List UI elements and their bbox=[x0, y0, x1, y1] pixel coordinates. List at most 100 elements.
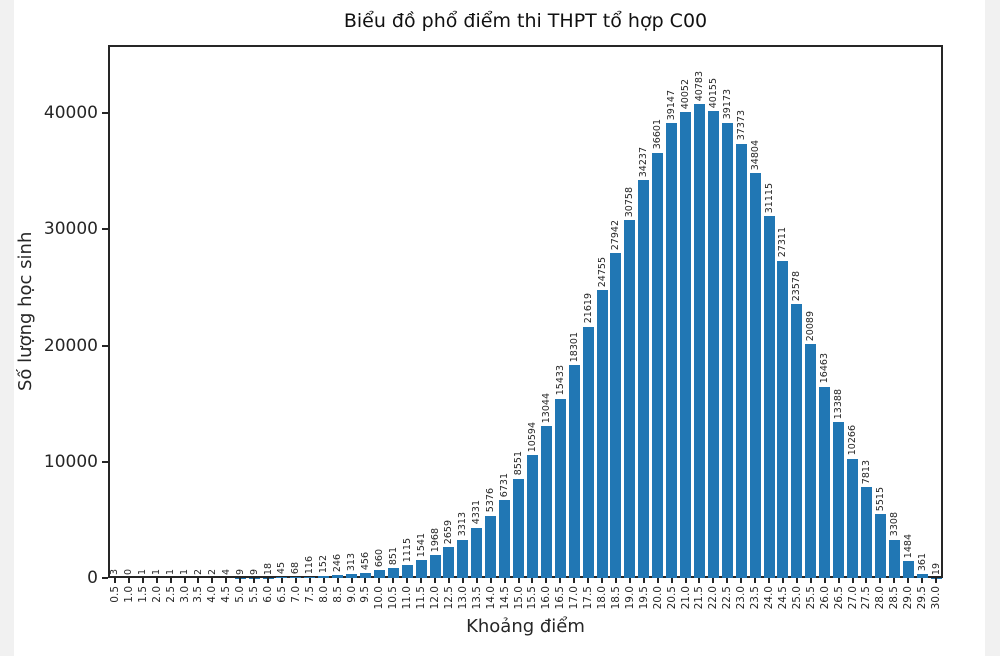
x-tick bbox=[795, 578, 798, 583]
bar-value-label: 39147 bbox=[666, 89, 678, 120]
x-tick bbox=[350, 578, 353, 583]
x-tick bbox=[280, 578, 283, 583]
x-tick bbox=[127, 578, 130, 583]
bar bbox=[540, 426, 552, 578]
bar-value-label: 15433 bbox=[554, 365, 566, 396]
x-tick bbox=[113, 578, 116, 583]
x-tick-label: 21.0 bbox=[679, 586, 692, 610]
x-tick bbox=[239, 578, 242, 583]
bar-value-label: 16463 bbox=[819, 353, 831, 384]
bar bbox=[916, 573, 928, 578]
bar bbox=[763, 216, 775, 578]
bar-value-label: 246 bbox=[332, 554, 344, 573]
bar bbox=[304, 576, 316, 578]
x-tick-label: 27.0 bbox=[846, 586, 859, 610]
x-tick-label: 23.0 bbox=[735, 586, 748, 610]
x-tick-label: 12.0 bbox=[429, 586, 442, 610]
x-tick bbox=[614, 578, 617, 583]
x-tick bbox=[837, 578, 840, 583]
x-tick-label: 12.5 bbox=[442, 586, 455, 610]
x-tick-label: 16.5 bbox=[554, 586, 567, 610]
x-tick bbox=[461, 578, 464, 583]
x-tick-label: 26.5 bbox=[832, 586, 845, 610]
bar-value-label: 7813 bbox=[860, 460, 872, 485]
x-tick-label: 20.0 bbox=[651, 586, 664, 610]
bar-value-label: 30758 bbox=[624, 187, 636, 218]
bar bbox=[318, 576, 330, 578]
x-tick-label: 13.5 bbox=[470, 586, 483, 610]
x-tick bbox=[155, 578, 158, 583]
x-tick bbox=[768, 578, 771, 583]
x-tick-label: 0.5 bbox=[108, 586, 121, 603]
bar-value-label: 1 bbox=[165, 568, 177, 575]
bar bbox=[833, 422, 845, 578]
bar-value-label: 39173 bbox=[721, 89, 733, 120]
x-tick-label: 24.0 bbox=[763, 586, 776, 610]
x-tick bbox=[545, 578, 548, 583]
bar-value-label: 456 bbox=[359, 551, 371, 570]
bar bbox=[902, 560, 914, 578]
x-tick bbox=[670, 578, 673, 583]
bar-value-label: 152 bbox=[318, 555, 330, 574]
bar bbox=[415, 560, 427, 578]
x-tick bbox=[642, 578, 645, 583]
bar-value-label: 313 bbox=[346, 553, 358, 572]
y-tick-label: 20000 bbox=[43, 335, 98, 356]
bar bbox=[526, 454, 538, 578]
bar-value-label: 3313 bbox=[457, 512, 469, 537]
bar bbox=[735, 143, 747, 578]
x-tick-label: 7.5 bbox=[303, 586, 316, 603]
bar-value-label: 1115 bbox=[401, 537, 413, 563]
x-tick bbox=[865, 578, 868, 583]
y-tick bbox=[102, 344, 108, 347]
x-tick bbox=[183, 578, 186, 583]
bar bbox=[290, 577, 302, 578]
x-tick bbox=[267, 578, 270, 583]
x-tick-label: 29.5 bbox=[916, 586, 929, 610]
x-tick-label: 18.0 bbox=[596, 586, 609, 610]
x-tick bbox=[823, 578, 826, 583]
x-tick bbox=[601, 578, 604, 583]
x-tick bbox=[531, 578, 534, 583]
bar-value-label: 18301 bbox=[568, 332, 580, 363]
bar-value-label: 2659 bbox=[443, 519, 455, 545]
bar bbox=[429, 555, 441, 578]
x-tick bbox=[169, 578, 172, 583]
x-tick-label: 8.0 bbox=[317, 586, 330, 603]
x-tick-label: 14.5 bbox=[498, 586, 511, 610]
x-tick bbox=[573, 578, 576, 583]
x-tick bbox=[489, 578, 492, 583]
x-tick-label: 4.0 bbox=[206, 586, 219, 603]
bar-value-label: 4 bbox=[220, 568, 232, 575]
bar-value-label: 660 bbox=[373, 549, 385, 568]
x-tick bbox=[503, 578, 506, 583]
bar-value-label: 40783 bbox=[693, 70, 705, 101]
bar-value-label: 37373 bbox=[735, 110, 747, 141]
x-tick-label: 14.0 bbox=[484, 586, 497, 610]
x-tick-label: 15.5 bbox=[526, 586, 539, 610]
x-tick-label: 5.5 bbox=[248, 586, 261, 603]
x-tick bbox=[211, 578, 214, 583]
x-tick bbox=[308, 578, 311, 583]
bar bbox=[680, 112, 692, 578]
x-tick bbox=[907, 578, 910, 583]
bar bbox=[359, 572, 371, 578]
bar bbox=[457, 539, 469, 578]
chart-title: Biểu đồ phổ điểm thi THPT tổ hợp C00 bbox=[343, 10, 708, 32]
x-tick-label: 21.5 bbox=[693, 586, 706, 610]
x-tick-label: 29.0 bbox=[902, 586, 915, 610]
bar-value-label: 2 bbox=[192, 568, 204, 575]
x-tick bbox=[656, 578, 659, 583]
x-tick bbox=[392, 578, 395, 583]
x-tick bbox=[587, 578, 590, 583]
bar-value-label: 13044 bbox=[540, 393, 552, 424]
bar-value-label: 40155 bbox=[707, 77, 719, 109]
bar-value-label: 1 bbox=[137, 568, 149, 575]
bar-value-label: 2 bbox=[206, 568, 218, 575]
bar-value-label: 18 bbox=[262, 562, 274, 575]
bar-value-label: 45 bbox=[276, 562, 288, 575]
x-tick bbox=[475, 578, 478, 583]
x-tick-label: 26.0 bbox=[818, 586, 831, 610]
x-tick-label: 24.5 bbox=[776, 586, 789, 610]
x-axis-label: Khoảng điểm bbox=[466, 616, 585, 637]
